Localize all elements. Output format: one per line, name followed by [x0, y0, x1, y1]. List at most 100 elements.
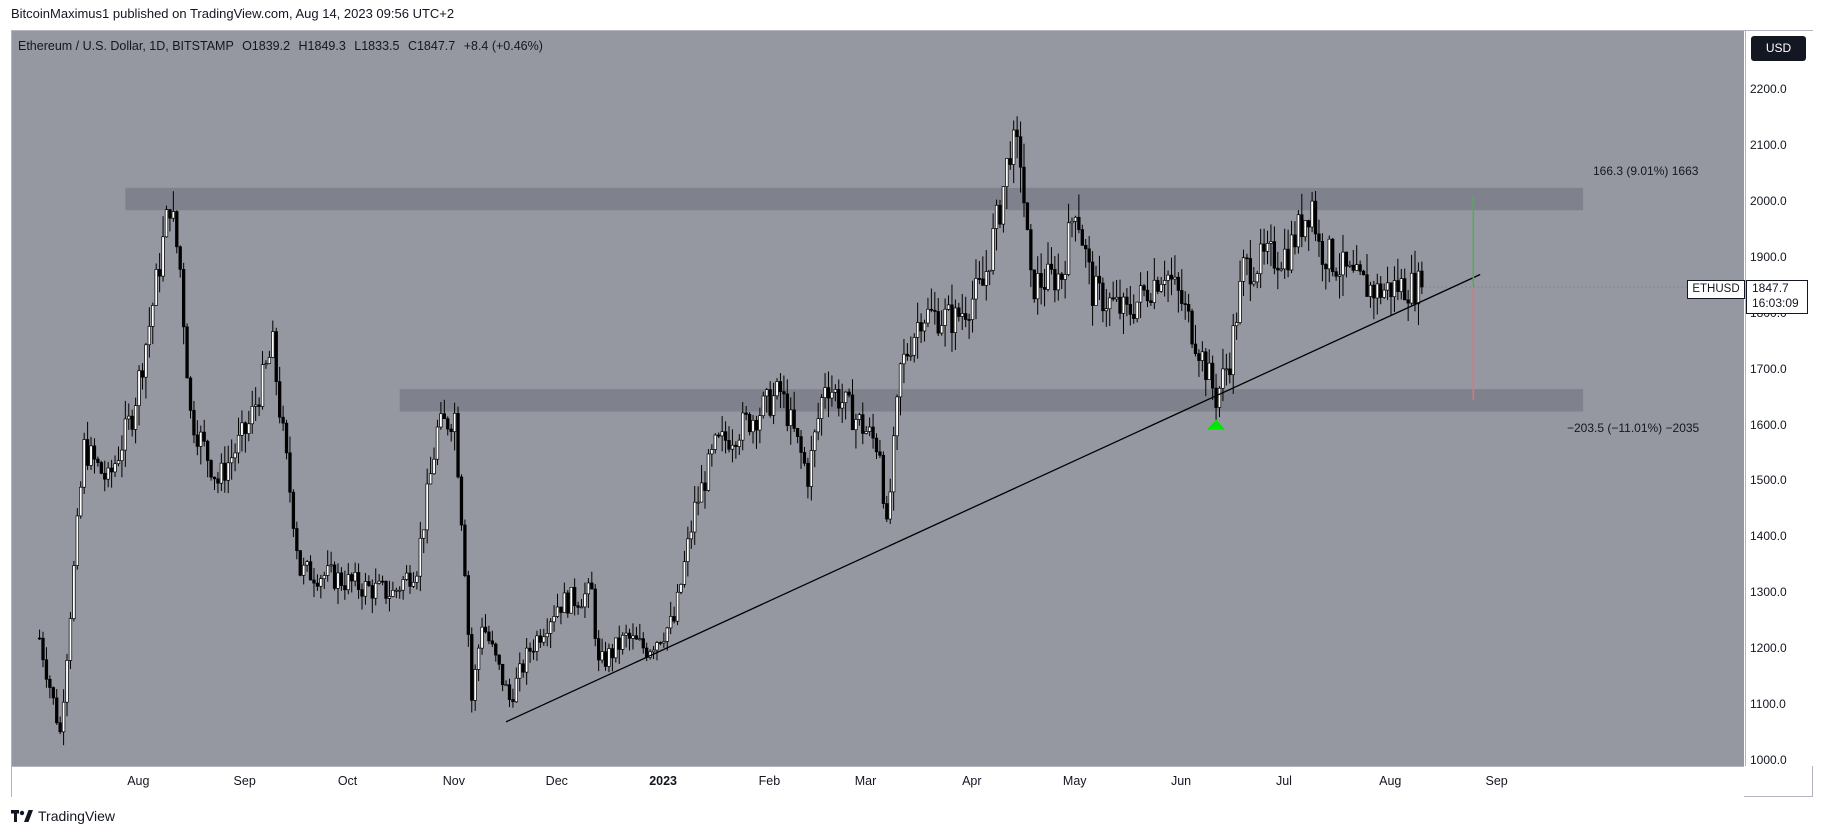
candle-down — [109, 467, 114, 473]
candle-up — [548, 621, 553, 634]
candle-down — [490, 640, 494, 645]
candle-down — [998, 204, 1002, 225]
candle-up — [1135, 301, 1139, 319]
measure-down-label: −203.5 (−11.01%) −2035 — [1567, 421, 1700, 435]
candle-down — [343, 585, 347, 591]
price-scale[interactable] — [1745, 31, 1813, 766]
candle-down — [1396, 280, 1400, 292]
candle-down — [1313, 200, 1318, 235]
candle-up — [1073, 216, 1078, 222]
candle-down — [140, 370, 145, 378]
candle-up — [226, 462, 230, 481]
candle-down — [597, 638, 601, 661]
candle-down — [511, 699, 515, 703]
candle-up — [329, 564, 333, 567]
candle-up — [1121, 296, 1126, 314]
candle-up — [1108, 297, 1112, 310]
candle-down — [538, 635, 543, 643]
candle-down — [658, 642, 663, 644]
candle-up — [240, 422, 244, 436]
y-tick-label: 1300.0 — [1750, 585, 1787, 600]
candle-up — [346, 574, 350, 591]
candle-down — [1053, 269, 1057, 291]
candle-up — [960, 313, 964, 317]
candle-down — [593, 588, 597, 639]
candle-up — [411, 581, 416, 587]
candle-down — [874, 437, 879, 453]
candle-down — [339, 572, 344, 586]
candle-up — [1259, 243, 1263, 275]
candle-up — [247, 423, 251, 434]
candle-up — [696, 501, 700, 504]
candle-down — [48, 678, 52, 688]
candle-up — [830, 391, 834, 399]
footer-brand[interactable]: TradingView — [11, 808, 115, 824]
candle-up — [1217, 387, 1222, 408]
candle-down — [1272, 241, 1277, 269]
candle-down — [627, 632, 632, 639]
candle-up — [1221, 368, 1225, 389]
tradingview-logo-icon — [11, 810, 33, 822]
candle-down — [1025, 202, 1030, 231]
candle-up — [912, 337, 916, 356]
candle-down — [799, 436, 803, 453]
candle-down — [1300, 214, 1304, 238]
candle-up — [82, 439, 86, 488]
candle-up — [1159, 284, 1163, 292]
candle-up — [1066, 222, 1071, 275]
candle-up — [775, 381, 779, 397]
candle-down — [1097, 275, 1102, 284]
candle-up — [524, 647, 529, 673]
candle-up — [600, 651, 604, 661]
x-tick-label: Jul — [1275, 774, 1292, 788]
candle-down — [1008, 158, 1012, 165]
candle-down — [826, 387, 831, 399]
y-tick-label: 2200.0 — [1750, 82, 1787, 96]
candle-down — [734, 444, 738, 447]
y-tick-label: 1600.0 — [1750, 417, 1787, 432]
candle-down — [617, 637, 621, 650]
candle-up — [116, 460, 121, 465]
candle-up — [164, 209, 169, 238]
candle-down — [1420, 270, 1424, 288]
candle-up — [260, 364, 265, 407]
candle-down — [672, 616, 676, 622]
candle-down — [41, 637, 45, 661]
candle-down — [1331, 238, 1335, 273]
currency-button[interactable]: USD — [1751, 36, 1806, 61]
candle-down — [1032, 269, 1036, 300]
candle-down — [1080, 229, 1084, 246]
candles — [37, 116, 1424, 746]
candle-down — [298, 550, 302, 576]
candle-up — [236, 434, 241, 454]
candle-down — [1248, 258, 1253, 285]
candle-up — [1337, 274, 1342, 277]
close-label: C — [407, 39, 417, 53]
candle-up — [535, 635, 539, 652]
candle-down — [1084, 245, 1088, 250]
candle-up — [854, 419, 858, 431]
candle-up — [425, 483, 429, 531]
candle-down — [1324, 264, 1328, 270]
candle-up — [1036, 273, 1040, 300]
time-scale[interactable] — [12, 766, 1744, 797]
candle-up — [655, 642, 659, 651]
candle-up — [267, 357, 272, 365]
candle-down — [785, 393, 789, 427]
candle-up — [1207, 362, 1211, 380]
candle-up — [819, 397, 824, 419]
candle-down — [284, 422, 289, 454]
candle-up — [432, 458, 436, 475]
candle-up — [809, 450, 813, 487]
candle-up — [480, 626, 484, 649]
candle-up — [864, 431, 868, 434]
candle-up — [730, 444, 735, 450]
candle-up — [916, 322, 920, 338]
candle-up — [322, 575, 326, 580]
candle-up — [1269, 241, 1273, 244]
candle-up — [720, 431, 724, 437]
candle-down — [288, 452, 292, 493]
candle-up — [909, 354, 913, 357]
candle-up — [1012, 129, 1016, 165]
candle-down — [1042, 287, 1047, 290]
